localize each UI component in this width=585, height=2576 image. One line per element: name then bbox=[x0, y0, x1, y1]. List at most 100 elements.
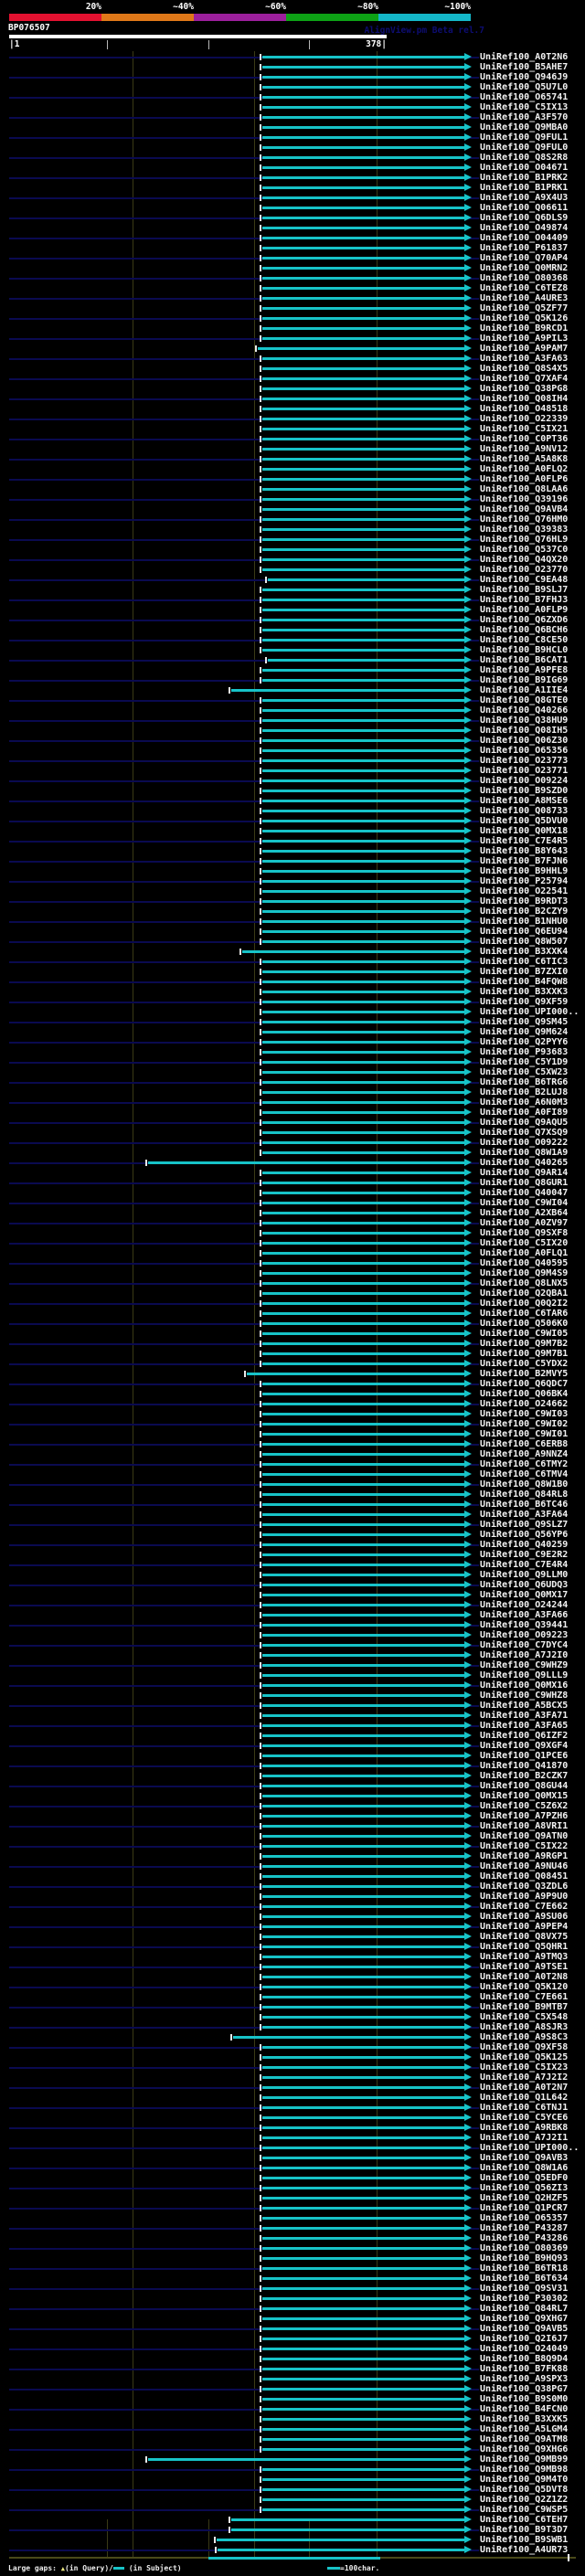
hit-label[interactable]: UniRef100_A7J2I2 bbox=[480, 2072, 569, 2083]
hit-label[interactable]: UniRef100_Q39383 bbox=[480, 524, 569, 535]
hit-label[interactable]: UniRef100_O04409 bbox=[480, 232, 569, 243]
hit-label[interactable]: UniRef100_B2MVY5 bbox=[480, 1368, 569, 1379]
hit-bar[interactable] bbox=[262, 1965, 464, 1968]
hit-label[interactable]: UniRef100_A9NNZ4 bbox=[480, 1448, 569, 1459]
hit-bar[interactable] bbox=[262, 859, 464, 863]
hit-bar[interactable] bbox=[242, 949, 464, 953]
hit-bar[interactable] bbox=[218, 2548, 464, 2551]
hit-label[interactable]: UniRef100_A5BCX5 bbox=[480, 1700, 569, 1711]
hit-bar[interactable] bbox=[262, 889, 464, 893]
hit-label[interactable]: UniRef100_B9IG69 bbox=[480, 674, 569, 685]
hit-bar[interactable] bbox=[262, 1784, 464, 1787]
hit-label[interactable]: UniRef100_A0FLP9 bbox=[480, 604, 569, 615]
hit-label[interactable]: UniRef100_B9SWB1 bbox=[480, 2534, 569, 2545]
hit-label[interactable]: UniRef100_C5IX13 bbox=[480, 101, 569, 112]
hit-bar[interactable] bbox=[231, 2518, 464, 2521]
hit-bar[interactable] bbox=[262, 75, 464, 79]
hit-bar[interactable] bbox=[262, 557, 464, 561]
hit-label[interactable]: UniRef100_B2CZY9 bbox=[480, 906, 569, 917]
hit-bar[interactable] bbox=[262, 2206, 464, 2210]
hit-label[interactable]: UniRef100_Q9AVB3 bbox=[480, 2152, 569, 2163]
hit-bar[interactable] bbox=[262, 1623, 464, 1627]
hit-bar[interactable] bbox=[262, 1794, 464, 1797]
hit-label[interactable]: UniRef100_O24662 bbox=[480, 1398, 569, 1409]
hit-label[interactable]: UniRef100_Q5K125 bbox=[480, 2051, 569, 2062]
hit-label[interactable]: UniRef100_Q2Z1Z2 bbox=[480, 2494, 569, 2505]
hit-bar[interactable] bbox=[262, 336, 464, 340]
hit-bar[interactable] bbox=[262, 2437, 464, 2441]
hit-bar[interactable] bbox=[262, 1573, 464, 1576]
hit-label[interactable]: UniRef100_O23773 bbox=[480, 755, 569, 766]
hit-label[interactable]: UniRef100_Q5QHR1 bbox=[480, 1941, 569, 1952]
hit-bar[interactable] bbox=[262, 206, 464, 209]
hit-bar[interactable] bbox=[262, 1201, 464, 1204]
hit-label[interactable]: UniRef100_Q1L642 bbox=[480, 2092, 569, 2103]
hit-label[interactable]: UniRef100_Q8W1A9 bbox=[480, 1147, 569, 1158]
hit-label[interactable]: UniRef100_Q9MB99 bbox=[480, 2454, 569, 2465]
hit-bar[interactable] bbox=[262, 2276, 464, 2280]
hit-label[interactable]: UniRef100_O23771 bbox=[480, 765, 569, 776]
hit-bar[interactable] bbox=[262, 376, 464, 380]
hit-label[interactable]: UniRef100_Q6UDQ3 bbox=[480, 1579, 569, 1590]
hit-label[interactable]: UniRef100_O80368 bbox=[480, 272, 569, 283]
hit-bar[interactable] bbox=[262, 1120, 464, 1124]
hit-label[interactable]: UniRef100_C5Y1D9 bbox=[480, 1056, 569, 1067]
hit-bar[interactable] bbox=[262, 919, 464, 923]
hit-bar[interactable] bbox=[262, 779, 464, 782]
hit-bar[interactable] bbox=[262, 2367, 464, 2370]
hit-bar[interactable] bbox=[262, 1352, 464, 1355]
hit-bar[interactable] bbox=[262, 1975, 464, 1978]
hit-label[interactable]: UniRef100_A9TMQ3 bbox=[480, 1951, 569, 1962]
hit-bar[interactable] bbox=[262, 2387, 464, 2390]
hit-label[interactable]: UniRef100_A2XB64 bbox=[480, 1207, 569, 1218]
hit-label[interactable]: UniRef100_Q0Q2I2 bbox=[480, 1298, 569, 1309]
hit-bar[interactable] bbox=[262, 1492, 464, 1496]
hit-label[interactable]: UniRef100_C5IX21 bbox=[480, 423, 569, 434]
hit-label[interactable]: UniRef100_A7PZH6 bbox=[480, 1810, 569, 1821]
hit-label[interactable]: UniRef100_Q9M4T0 bbox=[480, 2474, 569, 2485]
hit-bar[interactable] bbox=[262, 2507, 464, 2511]
hit-label[interactable]: UniRef100_Q08451 bbox=[480, 1871, 569, 1882]
hit-label[interactable]: UniRef100_Q2QBA1 bbox=[480, 1288, 569, 1299]
hit-label[interactable]: UniRef100_Q5DVU0 bbox=[480, 815, 569, 826]
hit-label[interactable]: UniRef100_Q7XAF4 bbox=[480, 373, 569, 384]
hit-label[interactable]: UniRef100_Q56ZI3 bbox=[480, 2182, 569, 2193]
hit-bar[interactable] bbox=[262, 849, 464, 853]
hit-label[interactable]: UniRef100_A3FA64 bbox=[480, 1509, 569, 1520]
hit-bar[interactable] bbox=[262, 196, 464, 199]
hit-bar[interactable] bbox=[262, 1884, 464, 1888]
hit-bar[interactable] bbox=[262, 1040, 464, 1044]
hit-label[interactable]: UniRef100_C5IX23 bbox=[480, 2062, 569, 2072]
hit-bar[interactable] bbox=[262, 1311, 464, 1315]
hit-bar[interactable] bbox=[262, 2266, 464, 2270]
hit-bar[interactable] bbox=[262, 1744, 464, 1747]
hit-bar[interactable] bbox=[262, 2397, 464, 2401]
hit-bar[interactable] bbox=[262, 1301, 464, 1305]
hit-label[interactable]: UniRef100_C9WI02 bbox=[480, 1418, 569, 1429]
hit-label[interactable]: UniRef100_A9S8C3 bbox=[480, 2031, 569, 2042]
hit-bar[interactable] bbox=[262, 789, 464, 792]
hit-bar[interactable] bbox=[262, 2156, 464, 2159]
hit-bar[interactable] bbox=[262, 809, 464, 812]
hit-label[interactable]: UniRef100_B9SLJ7 bbox=[480, 584, 569, 595]
hit-label[interactable]: UniRef100_P30302 bbox=[480, 2293, 569, 2304]
hit-bar[interactable] bbox=[262, 1834, 464, 1838]
hit-bar[interactable] bbox=[262, 1643, 464, 1647]
hit-bar[interactable] bbox=[262, 1733, 464, 1737]
hit-bar[interactable] bbox=[262, 1432, 464, 1436]
hit-label[interactable]: UniRef100_C6TAR6 bbox=[480, 1308, 569, 1319]
hit-bar[interactable] bbox=[262, 1191, 464, 1194]
hit-label[interactable]: UniRef100_Q8S2R8 bbox=[480, 152, 569, 163]
hit-bar[interactable] bbox=[262, 869, 464, 873]
hit-bar[interactable] bbox=[262, 487, 464, 491]
hit-label[interactable]: UniRef100_Q8GUR1 bbox=[480, 1177, 569, 1188]
hit-label[interactable]: UniRef100_B5AHE7 bbox=[480, 61, 569, 72]
hit-bar[interactable] bbox=[262, 1261, 464, 1265]
hit-label[interactable]: UniRef100_C9WHZ9 bbox=[480, 1659, 569, 1670]
hit-label[interactable]: UniRef100_Q3ZDL6 bbox=[480, 1881, 569, 1892]
hit-bar[interactable] bbox=[262, 175, 464, 179]
hit-bar[interactable] bbox=[262, 1341, 464, 1345]
hit-bar[interactable] bbox=[262, 366, 464, 370]
hit-label[interactable]: UniRef100_P25794 bbox=[480, 875, 569, 886]
hit-bar[interactable] bbox=[262, 1824, 464, 1828]
